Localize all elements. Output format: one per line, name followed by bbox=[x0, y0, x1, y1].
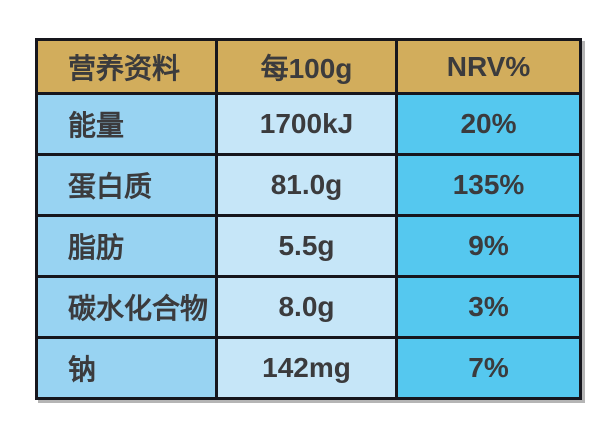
nutrient-nrv: 135% bbox=[395, 153, 582, 217]
table-row-carbohydrate: 碳水化合物 8.0g 3% bbox=[35, 275, 582, 339]
nutrient-amount: 1700kJ bbox=[215, 92, 398, 156]
table-row-fat: 脂肪 5.5g 9% bbox=[35, 214, 582, 278]
nutrient-name: 能量 bbox=[35, 92, 218, 156]
nutrient-nrv: 20% bbox=[395, 92, 582, 156]
header-nutrition-info: 营养资料 bbox=[35, 38, 218, 95]
table-row-sodium: 钠 142mg 7% bbox=[35, 336, 582, 400]
nutrition-table: 营养资料 每100g NRV% 能量 1700kJ 20% 蛋白质 81.0g … bbox=[35, 38, 582, 400]
nutrient-nrv: 9% bbox=[395, 214, 582, 278]
table-row-protein: 蛋白质 81.0g 135% bbox=[35, 153, 582, 217]
nutrient-amount: 142mg bbox=[215, 336, 398, 400]
nutrient-name: 脂肪 bbox=[35, 214, 218, 278]
header-per-100g: 每100g bbox=[215, 38, 398, 95]
nutrient-amount: 5.5g bbox=[215, 214, 398, 278]
nutrient-nrv: 3% bbox=[395, 275, 582, 339]
nutrient-name: 蛋白质 bbox=[35, 153, 218, 217]
table-header-row: 营养资料 每100g NRV% bbox=[35, 38, 582, 95]
header-nrv-percent: NRV% bbox=[395, 38, 582, 95]
nutrient-name: 碳水化合物 bbox=[35, 275, 218, 339]
nutrient-nrv: 7% bbox=[395, 336, 582, 400]
nutrient-amount: 81.0g bbox=[215, 153, 398, 217]
table-row-energy: 能量 1700kJ 20% bbox=[35, 92, 582, 156]
nutrient-amount: 8.0g bbox=[215, 275, 398, 339]
nutrient-name: 钠 bbox=[35, 336, 218, 400]
